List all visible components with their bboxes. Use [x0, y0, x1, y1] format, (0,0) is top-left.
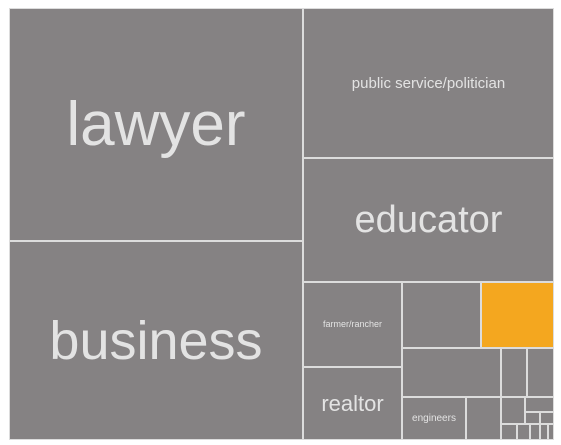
treemap-cell [540, 412, 554, 424]
treemap-cell [517, 424, 530, 440]
treemap-cell-label: public service/politician [351, 74, 506, 92]
treemap-cell: lawyer [9, 8, 303, 241]
treemap-cell: public service/politician [303, 8, 554, 158]
treemap-cell-label: engineers [412, 412, 456, 424]
treemap-cell [525, 412, 540, 424]
treemap-cell: business [9, 241, 303, 440]
treemap-cell: educator [303, 158, 554, 282]
treemap-cell-label: farmer/rancher [322, 319, 383, 329]
treemap-cell: realtor [303, 367, 402, 440]
treemap-cell: farmer/rancher [303, 282, 402, 367]
treemap-cell [527, 348, 554, 397]
treemap-cell [548, 424, 554, 440]
treemap-cell [540, 424, 548, 440]
treemap-cell: engineers [402, 397, 466, 440]
treemap-cell-label: business [49, 310, 263, 371]
treemap-chart: lawyer business public service/politician e… [9, 8, 554, 440]
treemap-cell [501, 348, 527, 397]
treemap-cell [402, 282, 481, 348]
treemap-cell [501, 424, 517, 440]
treemap-cell-label: lawyer [66, 89, 246, 159]
treemap-cell-label: educator [354, 199, 503, 241]
treemap-cell [402, 348, 501, 397]
treemap-cell [501, 397, 525, 424]
treemap-cell [481, 282, 554, 348]
treemap-cell [525, 397, 554, 412]
treemap-cell [466, 397, 501, 440]
treemap-cell-label: realtor [321, 390, 384, 416]
treemap-cell [530, 424, 540, 440]
